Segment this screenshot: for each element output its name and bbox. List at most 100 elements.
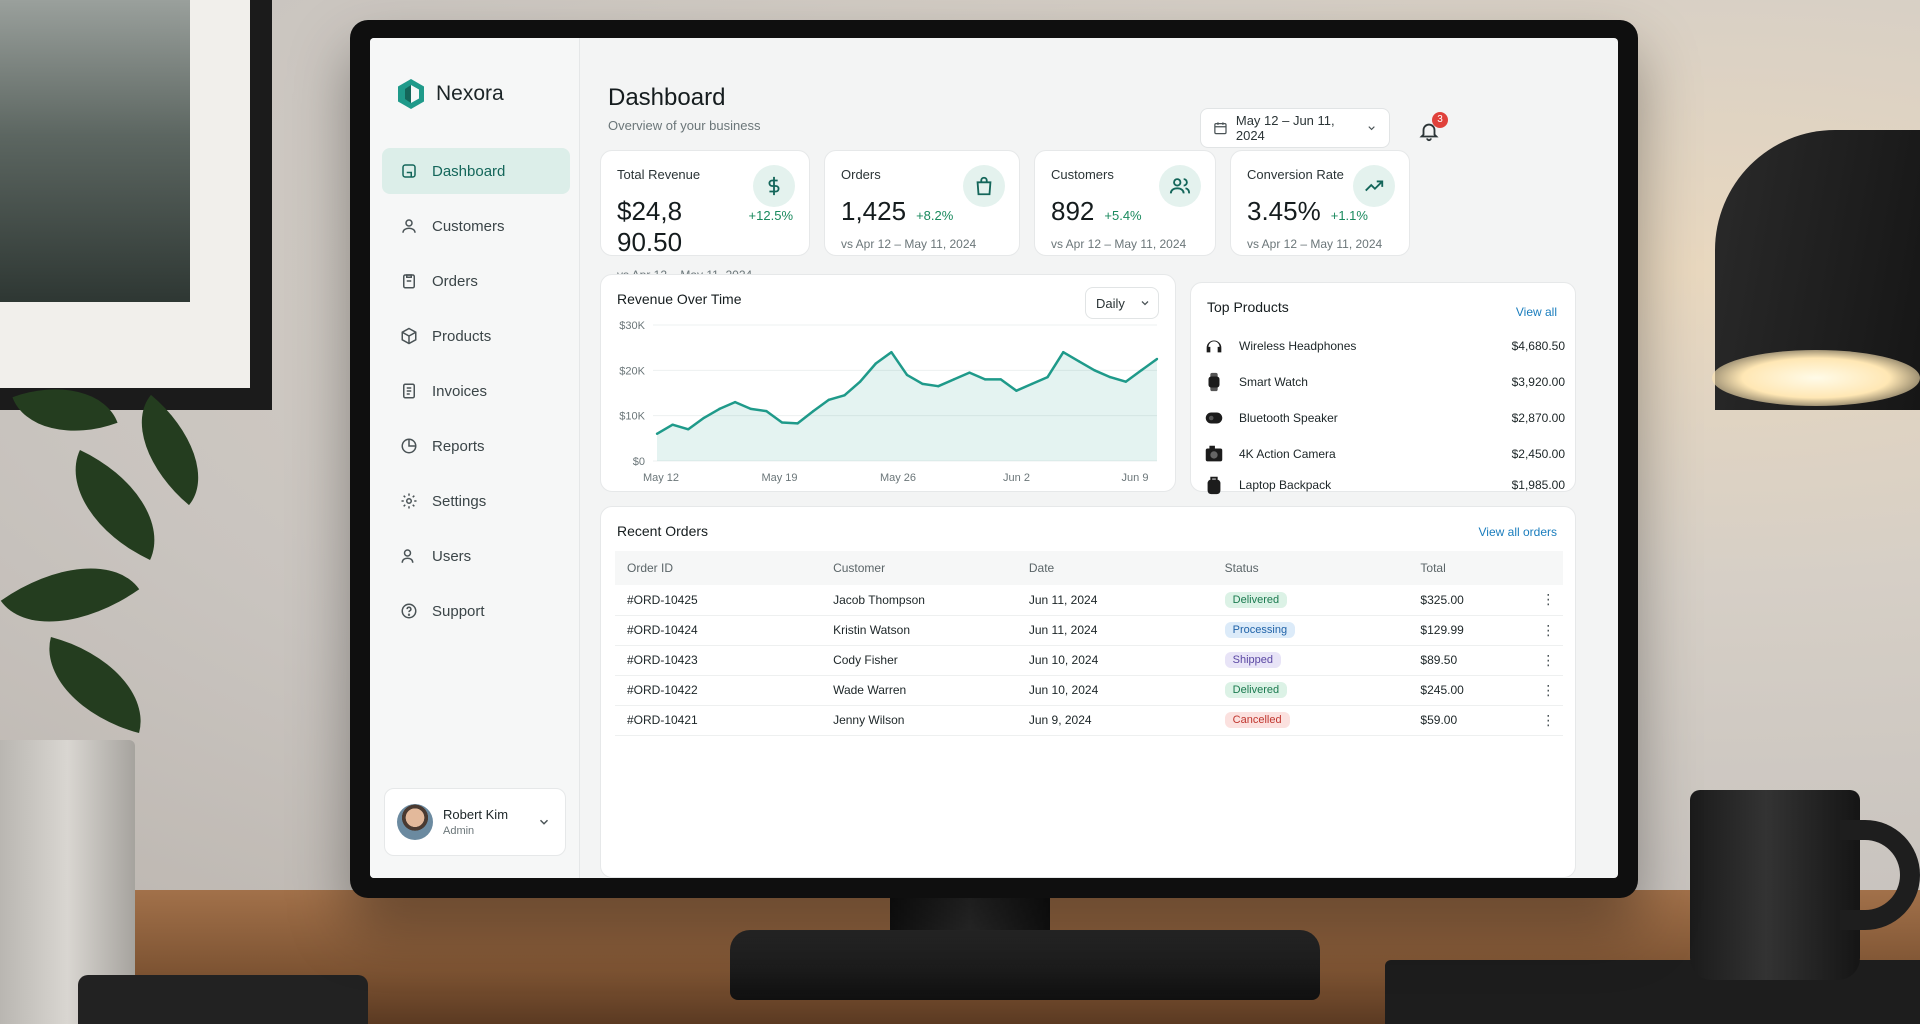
stat-card-conversion[interactable]: Conversion Rate 3.45% +1.1% vs Apr 12 – … xyxy=(1230,150,1410,256)
page-title: Dashboard xyxy=(608,84,726,111)
product-name: Wireless Headphones xyxy=(1239,339,1357,353)
bell-icon[interactable] xyxy=(1418,120,1440,142)
product-row[interactable]: Smart Watch $3,920.00 xyxy=(1203,367,1565,397)
more-options-icon[interactable]: ⋮ xyxy=(1521,585,1563,616)
sidebar-item-customers[interactable]: Customers xyxy=(382,203,570,249)
backpack-icon xyxy=(1207,476,1221,495)
data-point xyxy=(874,362,877,365)
table-row[interactable]: #ORD-10424 Kristin Watson Jun 11, 2024 P… xyxy=(615,615,1563,646)
data-point xyxy=(1140,369,1143,372)
pie-chart-icon xyxy=(401,438,417,454)
headphones-icon xyxy=(1206,340,1222,353)
sidebar-item-reports[interactable]: Reports xyxy=(382,423,570,469)
sidebar-item-users[interactable]: Users xyxy=(382,533,570,579)
top-products-title: Top Products xyxy=(1207,299,1289,315)
order-id[interactable]: #ORD-10425 xyxy=(615,585,822,616)
column-header[interactable]: Total xyxy=(1408,551,1522,585)
stat-card-orders[interactable]: Orders 1,425 +8.2% vs Apr 12 – May 11, 2… xyxy=(824,150,1020,256)
interval-select[interactable]: Daily xyxy=(1085,287,1159,319)
product-name: 4K Action Camera xyxy=(1239,447,1336,461)
order-id[interactable]: #ORD-10421 xyxy=(615,705,822,736)
data-point xyxy=(687,428,690,431)
stat-delta: +5.4% xyxy=(1104,208,1142,223)
data-point xyxy=(702,416,706,420)
data-point xyxy=(1015,389,1018,392)
product-row[interactable]: Bluetooth Speaker $2,870.00 xyxy=(1203,403,1565,433)
data-point xyxy=(1062,351,1065,354)
data-point xyxy=(1124,380,1127,383)
product-row[interactable]: 4K Action Camera $2,450.00 xyxy=(1203,439,1565,469)
sidebar-item-label: Orders xyxy=(432,272,478,290)
data-point xyxy=(1093,369,1096,372)
column-header[interactable]: Status xyxy=(1212,551,1409,585)
brand[interactable]: Nexora xyxy=(396,78,504,110)
table-row[interactable]: #ORD-10423 Cody Fisher Jun 10, 2024 Ship… xyxy=(615,645,1563,676)
data-point xyxy=(796,422,799,425)
forest-picture xyxy=(0,0,190,302)
view-all-products-link[interactable]: View all xyxy=(1515,305,1557,319)
coffee-mug xyxy=(1690,790,1860,980)
sidebar-item-label: Invoices xyxy=(432,382,488,400)
shopping-bag-icon xyxy=(963,165,1005,207)
data-point xyxy=(858,380,862,383)
sidebar-item-support[interactable]: Support xyxy=(382,588,570,634)
order-id[interactable]: #ORD-10422 xyxy=(615,675,822,706)
user-profile-menu[interactable]: Robert Kim Admin xyxy=(384,788,566,856)
sidebar-item-label: Dashboard xyxy=(432,162,506,180)
stat-delta: +12.5% xyxy=(748,208,793,223)
sidebar-item-invoices[interactable]: Invoices xyxy=(382,368,570,414)
order-customer: Jacob Thompson xyxy=(821,585,1017,616)
lamp-light xyxy=(1712,350,1920,406)
profile-name: Robert Kim xyxy=(443,807,509,822)
more-options-icon[interactable]: ⋮ xyxy=(1521,675,1563,706)
picture-mat xyxy=(0,0,250,388)
sidebar-item-products[interactable]: Products xyxy=(382,313,570,359)
data-point xyxy=(812,409,815,413)
more-options-icon[interactable]: ⋮ xyxy=(1521,645,1563,676)
stat-value: 3.45% xyxy=(1247,196,1321,226)
sidebar-item-dashboard[interactable]: Dashboard xyxy=(382,148,570,194)
recent-orders-card: Recent Orders View all orders Order ID C… xyxy=(600,506,1576,878)
status-badge: Cancelled xyxy=(1224,712,1290,728)
sidebar-item-orders[interactable]: Orders xyxy=(382,258,570,304)
revenue-area xyxy=(657,352,1157,461)
date-range-picker[interactable]: May 12 – Jun 11, 2024 xyxy=(1200,108,1390,148)
product-value: $3,920.00 xyxy=(1511,375,1565,389)
order-customer: Kristin Watson xyxy=(821,615,1017,646)
data-point xyxy=(655,432,659,435)
product-value: $1,985.00 xyxy=(1511,478,1565,492)
order-total: $129.99 xyxy=(1408,615,1522,646)
product-row[interactable]: Laptop Backpack $1,985.00 xyxy=(1203,473,1565,497)
stat-card-customers[interactable]: Customers 892 +5.4% vs Apr 12 – May 11, … xyxy=(1034,150,1216,256)
table-row[interactable]: #ORD-10422 Wade Warren Jun 10, 2024 Deli… xyxy=(615,675,1563,706)
chevron-down-icon xyxy=(1368,126,1375,131)
stat-comparison: vs Apr 12 – May 11, 2024 xyxy=(841,237,977,251)
orders-table: Order ID Customer Date Status Total #ORD… xyxy=(615,551,1563,736)
table-row[interactable]: #ORD-10425 Jacob Thompson Jun 11, 2024 D… xyxy=(615,585,1563,616)
order-id[interactable]: #ORD-10424 xyxy=(615,615,822,646)
chevron-down-icon[interactable] xyxy=(537,815,551,829)
order-date: Jun 9, 2024 xyxy=(1016,705,1213,736)
table-row[interactable]: #ORD-10421 Jenny Wilson Jun 9, 2024 Canc… xyxy=(615,705,1563,736)
column-header[interactable]: Order ID xyxy=(615,551,822,585)
y-tick-label: $30K xyxy=(619,320,645,332)
stat-card-revenue[interactable]: Total Revenue $24,8 90.50 +12.5% vs Apr … xyxy=(600,150,810,282)
more-options-icon[interactable]: ⋮ xyxy=(1521,705,1563,736)
chevron-down-icon xyxy=(1141,301,1149,306)
order-id[interactable]: #ORD-10423 xyxy=(615,645,822,676)
product-row[interactable]: Wireless Headphones $4,680.50 xyxy=(1203,331,1565,361)
notification-badge: 3 xyxy=(1432,112,1448,128)
clipboard-icon xyxy=(403,274,415,289)
sidebar-item-settings[interactable]: Settings xyxy=(382,478,570,524)
brand-name: Nexora xyxy=(436,82,504,105)
data-point xyxy=(983,378,987,381)
more-options-icon[interactable]: ⋮ xyxy=(1521,615,1563,646)
revenue-chart-card: Revenue Over Time Daily $0 $10K $20K $30K Ma… xyxy=(600,274,1176,492)
sidebar-item-label: Customers xyxy=(432,217,505,235)
data-point xyxy=(937,385,940,388)
column-header[interactable]: Date xyxy=(1016,551,1213,585)
column-header[interactable]: Customer xyxy=(821,551,1017,585)
wall-picture-frame xyxy=(0,0,272,410)
view-all-orders-link[interactable]: View all orders xyxy=(1478,525,1557,539)
data-point xyxy=(905,373,909,377)
